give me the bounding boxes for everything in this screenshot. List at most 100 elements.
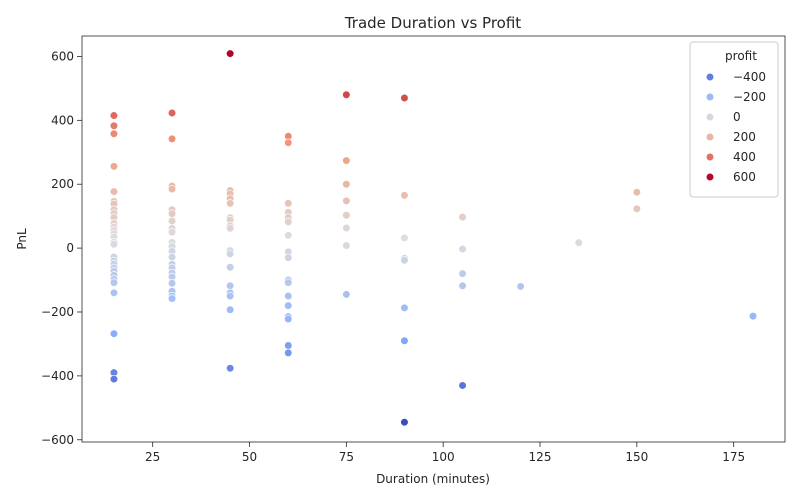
data-point: [458, 281, 467, 290]
data-point: [167, 108, 177, 118]
chart-title: Trade Duration vs Profit: [344, 14, 521, 32]
data-point: [226, 281, 235, 290]
data-point: [167, 294, 177, 303]
data-point: [400, 418, 409, 427]
x-tick-label: 125: [529, 450, 552, 464]
data-point: [226, 224, 235, 233]
x-axis-label: Duration (minutes): [376, 472, 490, 486]
data-point: [109, 329, 119, 338]
data-point: [342, 223, 351, 233]
plot-frame: [81, 35, 786, 443]
data-point: [458, 213, 467, 222]
data-point: [458, 269, 467, 278]
legend-entry-label: −400: [733, 70, 766, 84]
data-point: [342, 211, 351, 220]
data-point: [167, 134, 177, 143]
data-point: [574, 238, 583, 247]
data-point: [167, 216, 177, 226]
data-point: [342, 90, 351, 99]
data-point: [226, 249, 235, 258]
data-point: [226, 199, 235, 208]
data-point: [284, 199, 293, 208]
y-axis: −600 −400 −200 0 200 400 600: [41, 49, 82, 447]
x-tick-label: 150: [625, 450, 648, 464]
legend-entry-label: −200: [733, 90, 766, 104]
data-point: [226, 263, 235, 272]
data-point: [400, 233, 409, 242]
data-point: [226, 305, 235, 314]
x-tick-label: 25: [145, 450, 160, 464]
data-point: [226, 364, 235, 373]
data-point: [284, 301, 293, 310]
data-point: [167, 252, 177, 262]
x-tick-label: 50: [242, 450, 257, 464]
legend-marker: [705, 72, 715, 82]
data-point: [167, 228, 177, 237]
data-point: [167, 184, 177, 194]
data-point: [284, 278, 293, 287]
legend-entry-label: 0: [733, 110, 741, 124]
data-point: [400, 303, 409, 312]
data-point: [632, 188, 641, 197]
data-point: [109, 240, 119, 249]
y-tick-label: −400: [41, 369, 74, 383]
data-point: [284, 138, 293, 147]
data-point: [284, 348, 293, 357]
data-point: [284, 231, 293, 240]
legend: profit −400 −200 0 200 400 600: [689, 41, 779, 198]
legend-marker: [705, 132, 715, 142]
points-layer: [109, 49, 758, 427]
data-point: [109, 187, 119, 196]
y-tick-label: −200: [41, 305, 74, 319]
data-point: [400, 93, 409, 103]
data-point: [342, 241, 351, 250]
legend-title: profit: [725, 49, 757, 63]
legend-marker: [705, 172, 715, 182]
x-tick-label: 100: [432, 450, 455, 464]
data-point: [109, 288, 119, 297]
y-tick-label: −600: [41, 433, 74, 447]
data-point: [284, 291, 293, 301]
data-point: [284, 341, 293, 350]
data-point: [284, 314, 293, 324]
data-point: [342, 180, 351, 189]
legend-entry-label: 200: [733, 130, 756, 144]
data-point: [400, 256, 409, 265]
y-tick-label: 400: [51, 113, 74, 127]
data-point: [167, 209, 177, 218]
x-tick-label: 75: [339, 450, 354, 464]
data-point: [458, 381, 467, 390]
legend-entry-label: 600: [733, 170, 756, 184]
data-point: [400, 336, 409, 345]
data-point: [284, 253, 293, 262]
data-point: [342, 290, 351, 299]
data-point: [109, 162, 119, 171]
data-point: [109, 278, 119, 287]
legend-marker: [705, 92, 715, 102]
legend-marker: [705, 152, 715, 162]
legend-items: −400 −200 0 200 400 600: [705, 70, 766, 184]
y-tick-label: 200: [51, 177, 74, 191]
legend-marker: [705, 112, 715, 122]
data-point: [632, 204, 641, 213]
data-point: [109, 374, 119, 384]
y-tick-label: 600: [51, 49, 74, 63]
data-point: [109, 129, 119, 138]
data-point: [342, 156, 351, 165]
data-point: [748, 312, 758, 321]
data-point: [400, 191, 409, 200]
x-tick-label: 175: [722, 450, 745, 464]
data-point: [284, 217, 293, 227]
legend-entry-label: 400: [733, 150, 756, 164]
data-point: [167, 279, 177, 288]
y-axis-label: PnL: [15, 228, 29, 250]
y-tick-label: 0: [66, 241, 74, 255]
data-point: [109, 111, 119, 120]
data-point: [109, 121, 119, 130]
data-point: [226, 291, 235, 301]
data-point: [342, 196, 351, 205]
data-point: [226, 49, 235, 58]
x-axis: 25 50 75 100 125 150 175: [145, 442, 745, 464]
